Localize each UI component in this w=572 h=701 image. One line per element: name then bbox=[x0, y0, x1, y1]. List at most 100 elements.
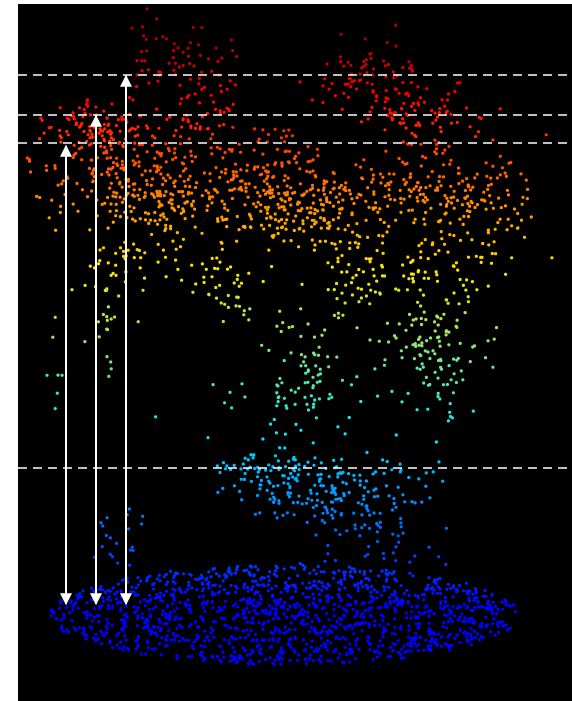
point bbox=[203, 630, 206, 633]
point bbox=[83, 340, 86, 343]
point bbox=[272, 234, 275, 237]
point bbox=[476, 203, 479, 206]
point bbox=[107, 621, 110, 624]
point bbox=[480, 261, 483, 264]
point bbox=[242, 313, 245, 316]
point bbox=[322, 189, 325, 192]
point bbox=[118, 647, 121, 650]
point bbox=[381, 242, 384, 245]
point bbox=[351, 293, 354, 296]
point bbox=[510, 256, 513, 259]
point bbox=[310, 394, 313, 397]
point bbox=[504, 273, 507, 276]
point bbox=[221, 248, 224, 251]
point bbox=[62, 617, 65, 620]
point bbox=[425, 604, 428, 607]
point bbox=[144, 620, 147, 623]
point bbox=[367, 609, 370, 612]
point bbox=[379, 512, 382, 515]
point bbox=[200, 603, 203, 606]
point bbox=[377, 645, 380, 648]
point bbox=[107, 124, 110, 127]
point bbox=[310, 225, 313, 228]
point bbox=[303, 568, 306, 571]
point bbox=[422, 366, 425, 369]
point bbox=[65, 605, 68, 608]
point bbox=[462, 589, 465, 592]
point bbox=[499, 218, 502, 221]
point bbox=[280, 381, 283, 384]
point bbox=[406, 643, 409, 646]
point bbox=[157, 200, 160, 203]
point bbox=[461, 180, 464, 183]
point bbox=[447, 92, 450, 95]
point bbox=[107, 604, 110, 607]
point bbox=[238, 143, 241, 146]
point bbox=[76, 597, 79, 600]
point bbox=[333, 288, 336, 291]
point bbox=[218, 124, 221, 127]
point bbox=[422, 649, 425, 652]
point bbox=[254, 633, 257, 636]
point bbox=[334, 559, 337, 562]
point bbox=[161, 609, 164, 612]
point bbox=[208, 197, 211, 200]
point bbox=[183, 202, 186, 205]
point bbox=[275, 391, 278, 394]
point bbox=[480, 622, 483, 625]
point bbox=[247, 318, 250, 321]
point bbox=[109, 536, 112, 539]
point bbox=[368, 53, 371, 56]
point bbox=[320, 570, 323, 573]
point bbox=[265, 217, 268, 220]
point bbox=[363, 523, 366, 526]
point bbox=[174, 635, 177, 638]
point bbox=[169, 611, 172, 614]
point bbox=[461, 203, 464, 206]
point bbox=[51, 336, 54, 339]
point bbox=[52, 611, 55, 614]
point bbox=[338, 186, 341, 189]
point bbox=[401, 356, 404, 359]
point bbox=[425, 471, 428, 474]
point bbox=[232, 103, 235, 106]
point bbox=[313, 212, 316, 215]
point bbox=[258, 487, 261, 490]
point bbox=[344, 301, 347, 304]
point bbox=[212, 636, 215, 639]
point bbox=[115, 157, 118, 160]
point bbox=[254, 186, 257, 189]
point bbox=[465, 278, 468, 281]
point bbox=[352, 632, 355, 635]
point bbox=[375, 522, 378, 525]
point bbox=[264, 169, 267, 172]
point bbox=[147, 646, 150, 649]
point bbox=[101, 596, 104, 599]
point bbox=[286, 184, 289, 187]
point bbox=[133, 611, 136, 614]
point bbox=[413, 357, 416, 360]
point bbox=[415, 185, 418, 188]
point bbox=[187, 655, 190, 658]
point bbox=[473, 344, 476, 347]
point bbox=[379, 526, 382, 529]
point bbox=[133, 188, 136, 191]
point bbox=[417, 649, 420, 652]
point bbox=[138, 198, 141, 201]
point bbox=[273, 663, 276, 666]
point bbox=[333, 603, 336, 606]
point bbox=[244, 457, 247, 460]
point bbox=[316, 632, 319, 635]
point bbox=[332, 171, 335, 174]
point bbox=[491, 601, 494, 604]
point bbox=[252, 604, 255, 607]
point bbox=[392, 70, 395, 73]
point bbox=[319, 216, 322, 219]
point bbox=[434, 329, 437, 332]
point bbox=[357, 242, 360, 245]
point bbox=[233, 655, 236, 658]
point bbox=[78, 106, 81, 109]
point bbox=[319, 368, 322, 371]
point bbox=[258, 660, 261, 663]
point bbox=[357, 287, 360, 290]
